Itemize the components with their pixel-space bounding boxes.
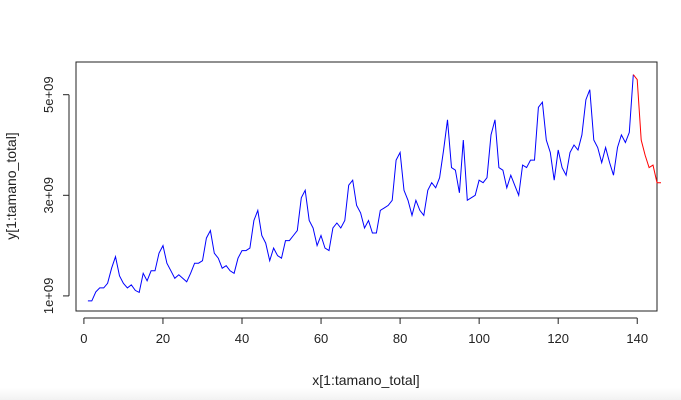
bottom-fade xyxy=(0,388,681,400)
y-tick-label: 5e+09 xyxy=(41,76,56,113)
y-tick-label: 1e+09 xyxy=(41,278,56,315)
x-tick-label: 100 xyxy=(468,331,490,346)
plot-area xyxy=(75,61,658,312)
series-line-0 xyxy=(87,74,634,302)
y-axis-title: y[1:tamano_total] xyxy=(3,132,19,239)
x-tick-label: 80 xyxy=(393,331,407,346)
x-tick-label: 140 xyxy=(626,331,648,346)
x-tick-label: 0 xyxy=(80,331,87,346)
x-axis: 0 20 40 60 80 100 120 140 xyxy=(80,317,648,346)
y-axis: 1e+09 3e+09 5e+09 xyxy=(41,76,70,315)
y-tick-label: 3e+09 xyxy=(41,177,56,214)
series-line-1 xyxy=(632,74,661,184)
x-tick-label: 120 xyxy=(547,331,569,346)
x-tick-label: 60 xyxy=(314,331,328,346)
x-tick-label: 40 xyxy=(235,331,249,346)
x-tick-label: 20 xyxy=(156,331,170,346)
x-axis-title: x[1:tamano_total] xyxy=(312,372,419,388)
series-layer xyxy=(87,74,661,302)
